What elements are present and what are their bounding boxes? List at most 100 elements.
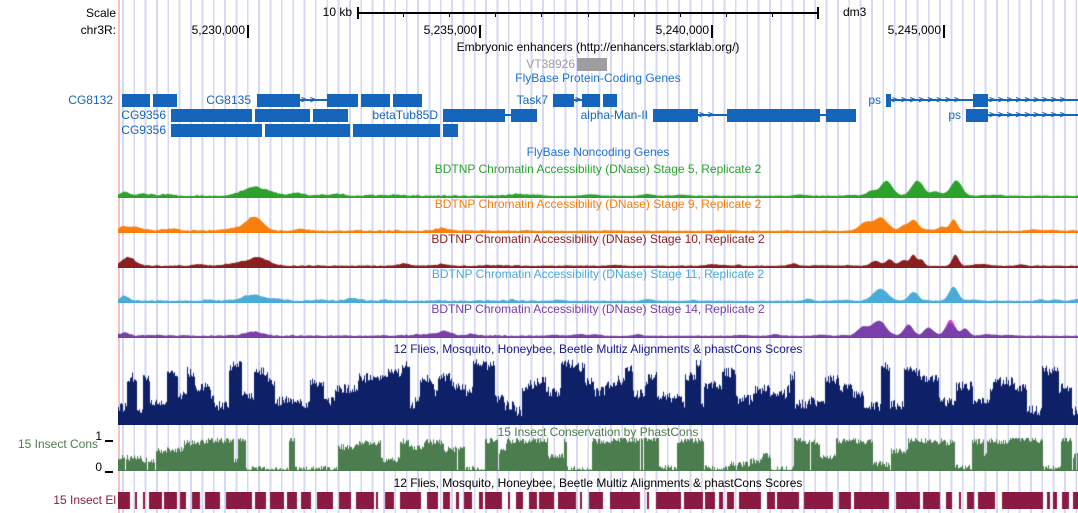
gene-label[interactable]: ps bbox=[868, 93, 881, 107]
gene-exon[interactable] bbox=[966, 109, 988, 122]
gene-exon[interactable] bbox=[327, 94, 358, 107]
scale-bar-minor-tick bbox=[771, 12, 773, 17]
gene-exon[interactable] bbox=[653, 109, 698, 122]
gene-exon[interactable] bbox=[886, 94, 891, 107]
intron-direction-arrows: >> bbox=[301, 95, 319, 106]
gene-exon[interactable] bbox=[553, 94, 574, 107]
gene-label[interactable]: Task7 bbox=[516, 93, 548, 107]
gene-exon[interactable] bbox=[826, 109, 856, 122]
dnase-signal-canvas-3[interactable] bbox=[118, 248, 1078, 268]
gene-label[interactable]: ps bbox=[948, 108, 961, 122]
enhancer-item-label: VT38926 bbox=[526, 57, 575, 71]
dnase-title-2[interactable]: BDTNP Chromatin Accessibility (DNase) St… bbox=[434, 197, 762, 211]
intron-direction-arrows: >>>>>>>>> bbox=[989, 110, 1069, 121]
conservation-track-title[interactable]: 15 Insect Conservation by PhastCons bbox=[497, 425, 699, 439]
intron-direction-arrows: >>>>>>>>> bbox=[989, 95, 1069, 106]
gene-intron[interactable]: >>>>>>>>> bbox=[988, 109, 1078, 122]
gene-exon[interactable] bbox=[973, 94, 988, 107]
scale-bar-minor-tick bbox=[403, 12, 405, 17]
gene-exon[interactable] bbox=[255, 109, 310, 122]
gene-label[interactable]: CG8135 bbox=[206, 93, 251, 107]
scale-bar-minor-tick bbox=[495, 12, 497, 17]
dnase-title-5[interactable]: BDTNP Chromatin Accessibility (DNase) St… bbox=[431, 302, 765, 316]
conservation-axis-tick-bottom bbox=[105, 471, 113, 473]
assembly-label: dm3 bbox=[843, 5, 867, 19]
gene-intron[interactable]: >> bbox=[698, 109, 727, 122]
scale-bar-minor-tick bbox=[633, 12, 635, 17]
gene-exon[interactable] bbox=[313, 109, 348, 122]
gene-exon[interactable] bbox=[727, 109, 820, 122]
scale-bar-minor-tick bbox=[541, 12, 543, 17]
gene-label[interactable]: CG9356 bbox=[121, 108, 166, 122]
dnase-signal-canvas-1[interactable] bbox=[118, 178, 1078, 198]
ruler-tick-mark bbox=[479, 25, 481, 38]
multiz2-track-title[interactable]: 12 Flies, Mosquito, Honeybee, Beetle Mul… bbox=[393, 476, 803, 490]
dnase-signal-canvas-2[interactable] bbox=[118, 213, 1078, 233]
intron-direction-arrows: >> bbox=[699, 110, 717, 121]
gene-exon[interactable] bbox=[361, 94, 390, 107]
intron-direction-arrows: > bbox=[575, 95, 582, 106]
intron-line bbox=[988, 99, 1078, 101]
chrom-label: chr3R: bbox=[80, 23, 116, 37]
intron-line bbox=[988, 114, 1078, 116]
gene-exon[interactable] bbox=[171, 124, 262, 137]
dnase-title-4[interactable]: BDTNP Chromatin Accessibility (DNase) St… bbox=[431, 267, 765, 281]
enhancer-item-box[interactable] bbox=[577, 58, 607, 71]
coding-genes-track-title[interactable]: FlyBase Protein-Coding Genes bbox=[515, 71, 681, 85]
gene-exon[interactable] bbox=[257, 94, 300, 107]
gene-label[interactable]: CG8132 bbox=[68, 93, 113, 107]
dnase-signal-canvas-5[interactable] bbox=[118, 318, 1078, 338]
gene-exon[interactable] bbox=[511, 109, 537, 122]
intron-line bbox=[574, 99, 582, 101]
gene-label[interactable]: alpha-Man-II bbox=[580, 108, 648, 122]
scale-bar-minor-tick bbox=[587, 12, 589, 17]
conserved-elements-canvas[interactable] bbox=[118, 492, 1078, 509]
scale-bar-left-tick bbox=[357, 7, 359, 19]
dnase-signal-canvas-4[interactable] bbox=[118, 283, 1078, 303]
intron-line bbox=[505, 114, 511, 116]
gene-exon[interactable] bbox=[443, 124, 458, 137]
conservation-signal-canvas[interactable] bbox=[118, 437, 1078, 471]
gene-intron[interactable]: >>>>>>>>> bbox=[988, 94, 1078, 107]
gene-exon[interactable] bbox=[603, 94, 617, 107]
dnase-title-1[interactable]: BDTNP Chromatin Accessibility (DNase) St… bbox=[434, 162, 762, 176]
gene-intron[interactable]: >>>>>>>> bbox=[891, 94, 973, 107]
scale-row-label: Scale bbox=[85, 6, 116, 20]
intron-direction-arrows: >>>>>>>> bbox=[892, 95, 963, 106]
enhancers-track-title[interactable]: Embryonic enhancers (http://enhancers.st… bbox=[456, 40, 740, 54]
scale-bar-right-tick bbox=[817, 7, 819, 19]
gene-exon[interactable] bbox=[443, 109, 505, 122]
intron-line bbox=[820, 114, 826, 116]
intron-line bbox=[891, 99, 973, 101]
ruler-tick-label: 5,230,000 bbox=[191, 23, 245, 37]
conservation-axis-min: 0 bbox=[95, 460, 102, 474]
gene-exon[interactable] bbox=[171, 109, 252, 122]
conservation-axis-max: 1 bbox=[95, 429, 102, 443]
conservation-left-label[interactable]: 15 Insect Cons bbox=[17, 437, 98, 451]
gene-intron[interactable]: >> bbox=[300, 94, 327, 107]
gene-exon[interactable] bbox=[122, 94, 150, 107]
intron-line bbox=[300, 99, 327, 101]
elements-left-label[interactable]: 15 Insect El bbox=[53, 493, 116, 507]
gene-intron[interactable] bbox=[820, 109, 826, 122]
gene-exon[interactable] bbox=[265, 124, 350, 137]
multiz-track-title[interactable]: 12 Flies, Mosquito, Honeybee, Beetle Mul… bbox=[393, 342, 803, 356]
gene-intron[interactable] bbox=[505, 109, 511, 122]
gene-exon[interactable] bbox=[153, 94, 177, 107]
gene-label[interactable]: CG9356 bbox=[121, 123, 166, 137]
scale-size-label: 10 kb bbox=[322, 5, 352, 19]
dnase-title-3[interactable]: BDTNP Chromatin Accessibility (DNase) St… bbox=[431, 232, 765, 246]
gene-exon[interactable] bbox=[393, 94, 422, 107]
gene-label[interactable]: betaTub85D bbox=[372, 108, 438, 122]
noncoding-genes-track-title[interactable]: FlyBase Noncoding Genes bbox=[526, 145, 670, 159]
ruler-tick-mark bbox=[711, 25, 713, 38]
multiz-alignment-canvas[interactable] bbox=[118, 357, 1078, 425]
gene-exon[interactable] bbox=[582, 94, 600, 107]
ruler-tick-label: 5,235,000 bbox=[423, 23, 477, 37]
gene-intron[interactable]: > bbox=[574, 94, 582, 107]
ruler-tick-mark bbox=[247, 25, 249, 38]
ruler-tick-label: 5,240,000 bbox=[655, 23, 709, 37]
ruler-tick-mark bbox=[943, 25, 945, 38]
gene-exon[interactable] bbox=[353, 124, 440, 137]
